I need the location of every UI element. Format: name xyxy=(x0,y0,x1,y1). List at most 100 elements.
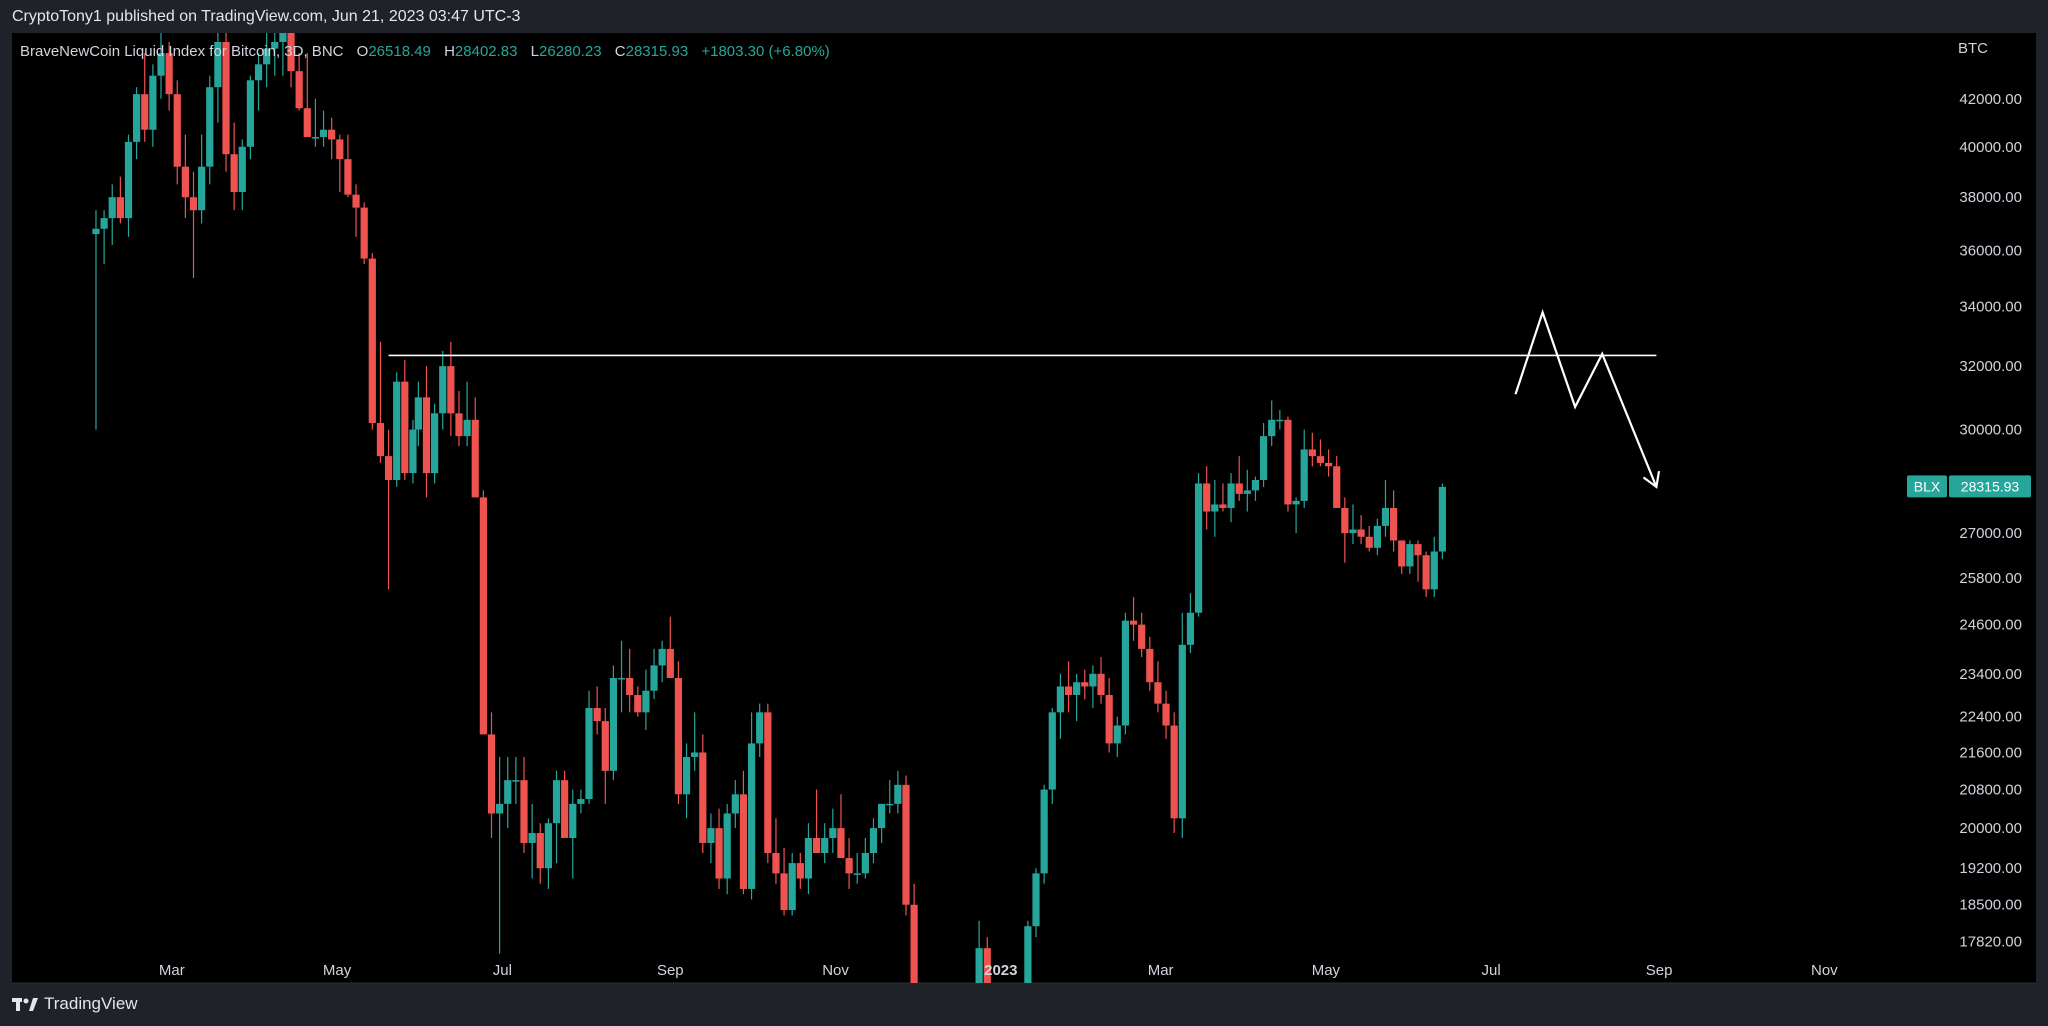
candle-body xyxy=(658,648,666,666)
candle-body xyxy=(165,53,173,95)
candle xyxy=(471,397,479,498)
candle xyxy=(1308,432,1316,467)
candle xyxy=(1276,410,1284,430)
candle xyxy=(409,419,417,484)
candle xyxy=(1414,540,1422,582)
candle-body xyxy=(585,707,593,800)
price-tag-value: 28315.93 xyxy=(1961,478,2020,494)
candle xyxy=(1081,669,1089,700)
candle xyxy=(165,42,173,111)
candle xyxy=(812,789,821,853)
candle xyxy=(1105,677,1113,753)
candle-body xyxy=(1081,682,1089,687)
candle xyxy=(238,139,246,211)
candle xyxy=(642,669,650,730)
candle xyxy=(1064,661,1073,713)
time-tick-label: Nov xyxy=(1811,962,1838,979)
candle-body xyxy=(796,863,804,879)
candle xyxy=(715,808,723,889)
candle-body xyxy=(319,129,328,138)
candle xyxy=(246,75,254,160)
candle-body xyxy=(1097,673,1105,696)
candle-body xyxy=(1089,673,1097,687)
candle xyxy=(116,176,124,224)
candle-body xyxy=(1381,507,1390,526)
candle xyxy=(699,734,707,853)
candle-body xyxy=(1341,507,1349,534)
candle xyxy=(1390,490,1398,552)
candle xyxy=(561,770,569,838)
time-tick-label: Mar xyxy=(1148,962,1174,979)
candle-body xyxy=(1048,712,1056,790)
candle xyxy=(393,372,401,487)
publisher-caption: CryptoTony1 published on TradingView.com… xyxy=(12,8,521,25)
candle-body xyxy=(463,419,471,437)
candle-body xyxy=(512,780,520,782)
candle xyxy=(707,813,715,864)
candle xyxy=(1349,504,1357,545)
candle xyxy=(463,381,471,447)
candle-body xyxy=(1406,544,1414,567)
candle-body xyxy=(1024,926,1032,983)
candle-body xyxy=(1064,686,1073,696)
candle-body xyxy=(1121,620,1130,726)
candle-body xyxy=(246,80,254,147)
candle-body xyxy=(1430,551,1438,590)
candle-body xyxy=(1349,529,1357,534)
candle xyxy=(1056,673,1064,739)
candle-body xyxy=(149,75,157,130)
candle-body xyxy=(682,757,691,795)
candle-body xyxy=(439,366,447,414)
candle-body xyxy=(295,71,303,109)
candle-body xyxy=(1073,682,1081,696)
price-tick-label: 17820.00 xyxy=(1959,934,2022,951)
candle-body xyxy=(650,665,658,691)
candle-body xyxy=(1308,449,1316,457)
candle-body xyxy=(1251,479,1260,491)
candle-body xyxy=(723,813,731,879)
candle xyxy=(1040,784,1048,884)
candle-body xyxy=(471,419,479,498)
candle xyxy=(1178,612,1186,838)
candle-body xyxy=(1414,544,1422,556)
legend-low-label: L xyxy=(531,43,539,60)
candle-body xyxy=(344,159,352,195)
candle-body xyxy=(1219,504,1227,508)
candle xyxy=(845,837,853,889)
price-tick-label: 19200.00 xyxy=(1959,860,2022,877)
price-tick-label: 20800.00 xyxy=(1959,782,2022,799)
candle xyxy=(1365,525,1373,552)
candle xyxy=(1243,469,1251,512)
candle-body xyxy=(1203,483,1211,512)
price-axis[interactable]: 42000.00 40000.00 38000.00 36000.00 34000.00… xyxy=(1959,91,2022,951)
candle-body xyxy=(422,397,431,474)
candle-body xyxy=(328,129,336,140)
candle-body xyxy=(528,833,536,843)
candle xyxy=(682,743,691,819)
candle xyxy=(1203,466,1211,530)
candle-body xyxy=(1398,540,1406,567)
candle xyxy=(344,134,352,198)
candle-body xyxy=(376,423,385,457)
candle-body xyxy=(577,799,585,804)
candle-body xyxy=(157,53,165,76)
candle xyxy=(772,818,780,884)
candle-body xyxy=(100,218,108,229)
candle xyxy=(601,707,609,804)
candle xyxy=(569,789,577,879)
candle xyxy=(1284,416,1292,512)
candle-body xyxy=(230,154,238,193)
candle xyxy=(271,33,279,76)
candle-body xyxy=(1040,789,1048,874)
price-tag-symbol: BLX xyxy=(1914,478,1941,494)
legend-close-value: 28315.93 xyxy=(626,43,689,60)
time-tick-label: May xyxy=(1312,962,1341,979)
time-axis[interactable]: Mar May Jul Sep Nov 2023 Mar May Jul Sep Nov xyxy=(159,962,1838,979)
price-tick-label: 22400.00 xyxy=(1959,709,2022,726)
candle-body xyxy=(561,780,569,838)
candle-body xyxy=(141,94,149,130)
candle-body xyxy=(715,828,723,879)
candle-body xyxy=(764,712,772,853)
candle-body xyxy=(609,677,618,771)
